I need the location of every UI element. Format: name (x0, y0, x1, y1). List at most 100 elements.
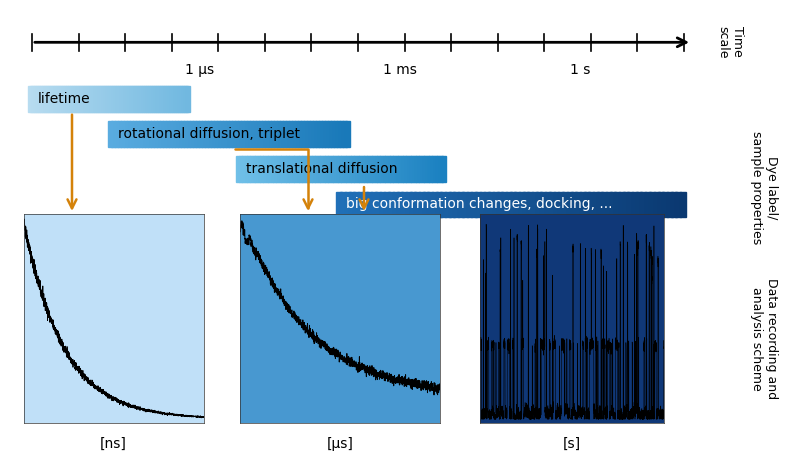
Bar (159, 121, 163, 147)
Bar (141, 121, 146, 147)
Bar (471, 192, 477, 217)
Bar (392, 156, 396, 182)
Bar (338, 156, 342, 182)
Bar (198, 121, 202, 147)
Bar (38, 86, 42, 111)
Bar (257, 156, 261, 182)
Bar (285, 121, 290, 147)
Bar (182, 86, 186, 111)
Bar (150, 121, 154, 147)
Text: [s]: [s] (563, 437, 581, 451)
Bar (397, 192, 403, 217)
Bar (597, 192, 603, 217)
Bar (140, 86, 144, 111)
Bar (120, 86, 123, 111)
Bar (671, 192, 677, 217)
Bar (74, 86, 78, 111)
Bar (62, 86, 66, 111)
Bar (258, 121, 262, 147)
Bar (325, 156, 329, 182)
Bar (342, 121, 346, 147)
Bar (162, 86, 166, 111)
Bar (286, 156, 290, 182)
Bar (240, 121, 245, 147)
Bar (70, 86, 74, 111)
Bar (195, 121, 200, 147)
Bar (322, 156, 326, 182)
Bar (180, 86, 183, 111)
Bar (432, 192, 438, 217)
Bar (68, 86, 72, 111)
Bar (348, 156, 352, 182)
Bar (358, 156, 362, 182)
Text: Dye label/
sample properties: Dye label/ sample properties (750, 132, 778, 244)
Bar (251, 156, 256, 182)
Bar (421, 156, 425, 182)
Bar (28, 86, 32, 111)
Bar (330, 156, 334, 182)
Bar (623, 192, 629, 217)
Text: 1 s: 1 s (570, 63, 590, 78)
Bar (423, 192, 429, 217)
Bar (418, 156, 422, 182)
Bar (237, 121, 242, 147)
Bar (282, 121, 286, 147)
Bar (388, 192, 394, 217)
Bar (312, 121, 317, 147)
Text: lifetime: lifetime (38, 92, 90, 106)
Bar (86, 86, 90, 111)
Bar (283, 156, 287, 182)
Bar (132, 121, 137, 147)
Bar (222, 121, 226, 147)
Bar (311, 156, 315, 182)
Bar (138, 121, 142, 147)
Bar (384, 192, 390, 217)
Bar (102, 86, 106, 111)
Bar (246, 156, 250, 182)
Bar (398, 156, 402, 182)
Bar (532, 192, 538, 217)
Bar (306, 156, 310, 182)
Bar (353, 156, 357, 182)
Bar (249, 156, 253, 182)
Bar (280, 156, 285, 182)
Bar (272, 156, 277, 182)
Bar (479, 192, 486, 217)
Bar (54, 86, 58, 111)
Bar (261, 121, 266, 147)
Bar (410, 156, 414, 182)
Bar (340, 156, 344, 182)
Bar (387, 156, 391, 182)
Bar (502, 192, 507, 217)
Bar (98, 86, 102, 111)
Bar (154, 86, 158, 111)
Bar (636, 192, 642, 217)
Bar (426, 156, 430, 182)
Bar (440, 192, 446, 217)
Bar (106, 86, 110, 111)
Bar (216, 121, 221, 147)
Bar (156, 86, 160, 111)
Bar (76, 86, 80, 111)
Bar (130, 86, 134, 111)
Bar (136, 86, 139, 111)
Bar (244, 156, 248, 182)
Bar (300, 121, 305, 147)
Bar (606, 192, 612, 217)
Bar (249, 121, 254, 147)
Bar (514, 192, 520, 217)
Bar (152, 86, 155, 111)
Bar (189, 121, 194, 147)
Bar (153, 121, 158, 147)
Bar (361, 156, 365, 182)
Bar (172, 86, 176, 111)
Bar (276, 121, 281, 147)
Bar (168, 121, 173, 147)
Bar (366, 192, 372, 217)
Bar (680, 192, 686, 217)
Bar (462, 192, 468, 217)
Bar (333, 121, 338, 147)
Bar (184, 86, 187, 111)
Bar (324, 121, 329, 147)
Bar (176, 86, 179, 111)
